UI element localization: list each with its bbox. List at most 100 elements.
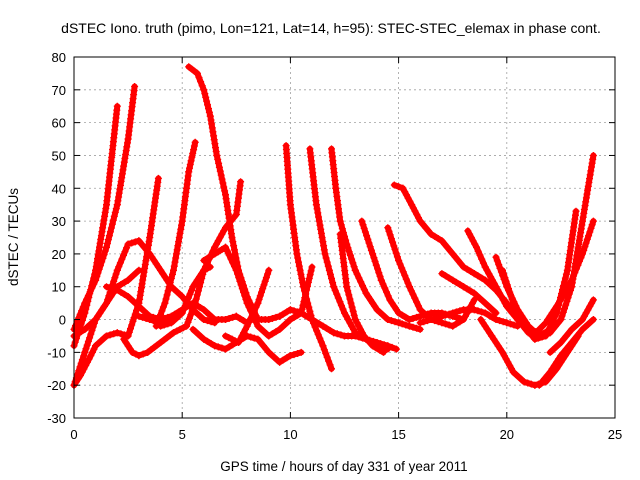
data-point bbox=[203, 317, 211, 325]
data-point bbox=[195, 74, 203, 81]
data-point bbox=[319, 342, 327, 350]
data-point bbox=[344, 244, 352, 252]
data-point bbox=[579, 250, 586, 258]
data-point bbox=[236, 315, 244, 322]
data-point bbox=[506, 288, 514, 296]
data-point bbox=[245, 318, 253, 326]
data-point bbox=[463, 285, 471, 293]
data-point bbox=[456, 307, 464, 315]
data-point bbox=[449, 276, 457, 284]
data-point bbox=[74, 330, 82, 338]
data-point bbox=[171, 258, 179, 266]
data-point bbox=[103, 283, 110, 291]
data-point bbox=[393, 253, 401, 261]
data-point bbox=[214, 343, 222, 351]
data-point bbox=[193, 69, 201, 77]
data-point bbox=[252, 303, 260, 311]
data-point bbox=[86, 334, 94, 342]
data-point bbox=[319, 322, 327, 330]
data-point bbox=[299, 279, 307, 287]
data-point bbox=[121, 154, 129, 162]
data-point bbox=[387, 235, 395, 243]
data-point bbox=[476, 251, 484, 259]
data-point bbox=[325, 266, 333, 274]
data-point bbox=[325, 357, 333, 365]
data-point bbox=[485, 311, 493, 319]
data-point bbox=[398, 311, 406, 319]
data-point bbox=[227, 255, 235, 263]
data-point bbox=[242, 296, 250, 303]
data-point bbox=[317, 229, 325, 237]
data-point bbox=[456, 318, 464, 326]
data-point bbox=[384, 316, 392, 323]
data-point bbox=[200, 266, 208, 274]
data-point bbox=[376, 272, 384, 280]
data-point bbox=[146, 316, 154, 323]
data-point bbox=[405, 322, 413, 330]
data-point bbox=[479, 259, 487, 267]
data-point bbox=[197, 78, 205, 86]
data-point bbox=[323, 258, 331, 266]
data-point bbox=[560, 278, 568, 286]
data-point bbox=[401, 272, 409, 279]
data-point bbox=[103, 332, 110, 340]
data-point bbox=[142, 315, 150, 322]
data-point bbox=[409, 323, 417, 331]
data-point bbox=[404, 279, 412, 287]
data-point bbox=[222, 243, 229, 251]
data-point bbox=[321, 250, 329, 258]
data-point bbox=[217, 171, 225, 179]
data-point bbox=[384, 224, 392, 232]
data-point bbox=[157, 311, 165, 319]
data-point bbox=[123, 244, 131, 252]
data-point bbox=[279, 310, 287, 318]
data-point bbox=[517, 315, 524, 322]
data-point bbox=[205, 105, 212, 113]
plot-frame bbox=[73, 56, 616, 419]
data-point bbox=[203, 97, 211, 105]
data-point bbox=[297, 270, 305, 278]
data-point bbox=[445, 321, 453, 329]
data-point bbox=[247, 315, 255, 322]
data-point bbox=[225, 251, 233, 259]
data-point bbox=[413, 298, 421, 306]
data-point bbox=[345, 291, 353, 299]
data-point bbox=[237, 281, 245, 289]
data-point bbox=[346, 251, 354, 259]
data-point bbox=[170, 266, 177, 274]
data-point bbox=[372, 344, 380, 352]
data-point bbox=[405, 283, 413, 291]
data-point bbox=[165, 283, 173, 291]
data-point bbox=[501, 274, 509, 282]
data-point bbox=[505, 285, 512, 293]
data-point bbox=[470, 306, 478, 314]
data-point bbox=[245, 303, 253, 311]
data-point bbox=[561, 305, 568, 313]
data-point bbox=[99, 224, 107, 232]
data-point bbox=[77, 359, 85, 367]
data-point bbox=[431, 315, 439, 322]
data-point bbox=[535, 334, 542, 342]
x-tick-label: 15 bbox=[391, 427, 405, 442]
data-point bbox=[238, 285, 246, 293]
data-point bbox=[306, 307, 314, 315]
data-point bbox=[262, 274, 270, 282]
data-point bbox=[572, 207, 580, 215]
data-point bbox=[355, 274, 363, 282]
data-point bbox=[515, 311, 523, 319]
data-point bbox=[589, 155, 597, 163]
data-point bbox=[503, 281, 511, 289]
data-point bbox=[557, 316, 565, 323]
data-point bbox=[286, 316, 294, 323]
data-point bbox=[128, 239, 136, 247]
data-point bbox=[294, 308, 302, 316]
data-point bbox=[508, 296, 516, 303]
data-point bbox=[333, 290, 341, 298]
data-point bbox=[502, 277, 510, 285]
data-point bbox=[276, 312, 284, 320]
data-point bbox=[304, 313, 312, 321]
x-tick-label: 0 bbox=[70, 427, 77, 442]
data-point bbox=[380, 348, 387, 356]
data-point bbox=[203, 337, 211, 345]
